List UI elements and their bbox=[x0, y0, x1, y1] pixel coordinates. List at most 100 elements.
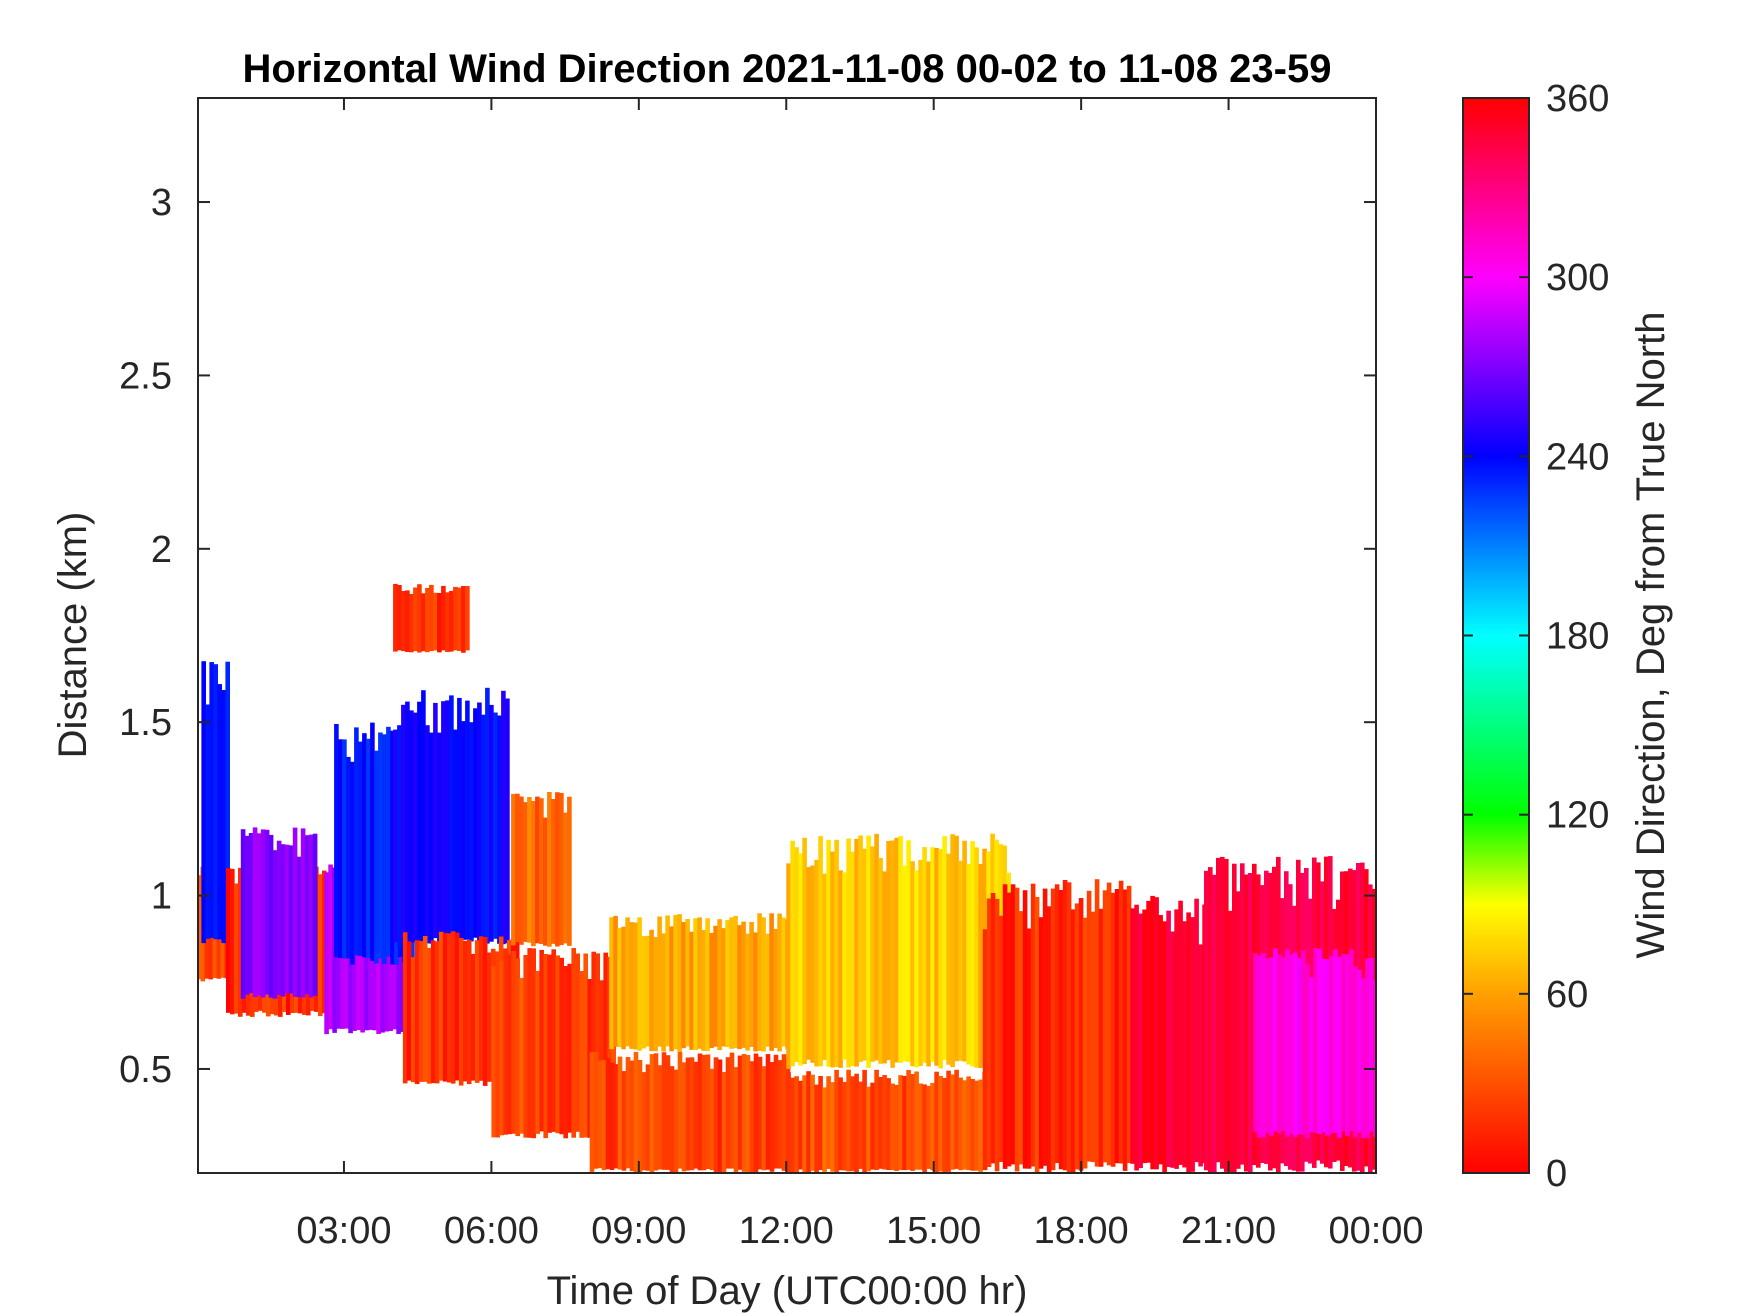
heat-cell bbox=[1078, 898, 1084, 1171]
heat-cell bbox=[527, 797, 532, 943]
heat-cell bbox=[930, 847, 935, 1062]
heat-cell bbox=[761, 1066, 767, 1171]
heat-cell bbox=[1273, 948, 1278, 1132]
heat-cell bbox=[1357, 970, 1362, 1133]
heat-cell bbox=[697, 1053, 703, 1171]
heat-cell bbox=[617, 927, 622, 1048]
heat-cell bbox=[539, 949, 544, 1132]
heat-cell bbox=[950, 834, 955, 1068]
heat-cell bbox=[1265, 958, 1270, 1133]
heat-cell bbox=[906, 840, 911, 1063]
heat-cell bbox=[334, 724, 339, 958]
heat-region bbox=[589, 1051, 791, 1173]
heat-cell bbox=[1204, 870, 1209, 1171]
heat-cell bbox=[741, 921, 746, 1048]
heat-cell bbox=[757, 913, 762, 1051]
heat-cell bbox=[966, 863, 971, 1065]
heat-cell bbox=[1054, 884, 1060, 1164]
heat-cell bbox=[601, 1060, 607, 1171]
heat-cell bbox=[441, 701, 446, 947]
heat-cell bbox=[729, 917, 734, 1049]
heat-cell bbox=[551, 799, 556, 944]
heat-cell bbox=[414, 940, 420, 1085]
heat-cell bbox=[1289, 954, 1294, 1134]
heat-cell bbox=[453, 729, 458, 938]
heat-cell bbox=[902, 1075, 907, 1171]
heat-cell bbox=[701, 1054, 707, 1171]
heat-cell bbox=[531, 948, 536, 1139]
heat-cell bbox=[559, 792, 564, 946]
heat-cell bbox=[894, 1084, 899, 1171]
heat-region bbox=[393, 687, 510, 947]
heat-cell bbox=[886, 840, 891, 1061]
heat-cell bbox=[378, 732, 383, 959]
heat-cell bbox=[543, 954, 548, 1139]
colorbar-tick-label: 0 bbox=[1546, 1153, 1567, 1195]
heat-cell bbox=[230, 868, 235, 1015]
heat-cell bbox=[898, 836, 903, 1063]
heat-cell bbox=[777, 913, 782, 1052]
heat-cell bbox=[437, 593, 442, 653]
x-tick-label: 15:00 bbox=[886, 1210, 981, 1252]
heat-cell bbox=[926, 1085, 931, 1169]
heat-cell bbox=[753, 1053, 759, 1173]
x-tick-label: 12:00 bbox=[739, 1210, 834, 1252]
heat-cell bbox=[954, 835, 959, 1062]
heat-cell bbox=[515, 793, 520, 943]
heat-cell bbox=[862, 848, 867, 1061]
heat-cell bbox=[954, 1069, 959, 1169]
heat-cell bbox=[669, 1066, 675, 1172]
heat-cell bbox=[312, 833, 318, 996]
heat-cell bbox=[645, 1064, 651, 1171]
heat-cell bbox=[830, 1082, 835, 1172]
heat-cell bbox=[406, 941, 412, 1081]
heat-cell bbox=[523, 802, 528, 942]
heat-cell bbox=[866, 835, 871, 1068]
heat-cell bbox=[491, 966, 496, 1138]
heat-cell bbox=[318, 874, 323, 1017]
heat-cell bbox=[449, 590, 454, 652]
heat-cell bbox=[593, 1052, 599, 1169]
heat-region bbox=[511, 792, 572, 947]
heat-cell bbox=[958, 1077, 963, 1171]
heat-cell bbox=[942, 1078, 947, 1173]
heat-cell bbox=[850, 1076, 855, 1172]
heat-cell bbox=[858, 1081, 863, 1169]
heat-cell bbox=[910, 861, 915, 1067]
heat-cell bbox=[1114, 889, 1120, 1164]
heat-cell bbox=[605, 1058, 611, 1170]
heat-cell bbox=[1130, 908, 1135, 1164]
heat-cell bbox=[1341, 954, 1346, 1132]
heat-cell bbox=[846, 1069, 851, 1172]
heat-cell bbox=[1369, 957, 1374, 1132]
heat-cell bbox=[854, 1073, 859, 1173]
heat-cell bbox=[790, 1077, 795, 1173]
heat-cell bbox=[781, 1054, 787, 1171]
heat-cell bbox=[485, 687, 490, 944]
heat-cell bbox=[386, 726, 391, 957]
heat-cell bbox=[613, 915, 618, 1047]
heat-cell bbox=[918, 1083, 923, 1170]
heat-cell bbox=[1305, 963, 1310, 1138]
heat-cell bbox=[1022, 890, 1028, 1169]
heat-cell bbox=[773, 928, 778, 1048]
heat-cell bbox=[982, 929, 988, 1171]
heat-cell bbox=[970, 841, 975, 1067]
heat-cell bbox=[994, 898, 1000, 1172]
heat-cell bbox=[449, 695, 454, 940]
heat-cell bbox=[657, 916, 662, 1047]
heat-cell bbox=[346, 756, 351, 959]
heat-cell bbox=[802, 837, 807, 1064]
heat-cell bbox=[370, 722, 375, 961]
heat-cell bbox=[830, 851, 835, 1068]
heat-cell bbox=[701, 930, 706, 1051]
heat-cell bbox=[429, 732, 434, 944]
heat-cell bbox=[1150, 895, 1155, 1170]
heat-cell bbox=[523, 955, 528, 1138]
heat-cell bbox=[922, 847, 927, 1063]
heat-cell bbox=[1174, 909, 1179, 1169]
heat-cell bbox=[966, 1076, 971, 1171]
heat-cell bbox=[1070, 909, 1076, 1173]
heat-cell bbox=[421, 593, 426, 652]
heat-cell bbox=[1345, 954, 1350, 1136]
